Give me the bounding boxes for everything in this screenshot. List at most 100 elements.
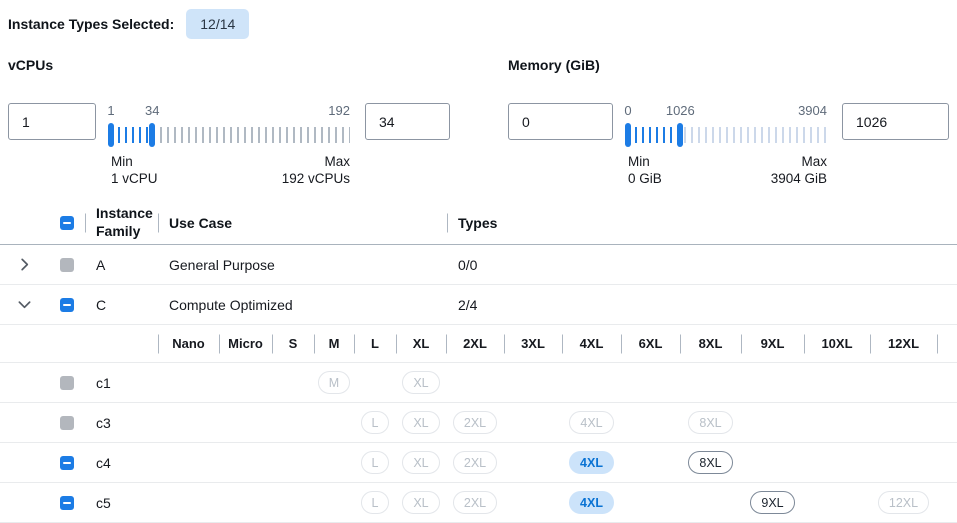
size-pill-c3-xl: XL xyxy=(402,411,440,434)
expand-icon[interactable] xyxy=(0,245,48,284)
row-checkbox-disabled xyxy=(59,375,74,390)
size-column-header-l: L xyxy=(354,325,396,362)
selected-count-label: Instance Types Selected: xyxy=(8,16,175,32)
header-use-case: Use Case xyxy=(158,201,447,244)
instance-type-row-c4: c4 L XL 2XL 4XL 8XL xyxy=(0,443,957,483)
size-cell-3xl xyxy=(504,363,562,402)
size-cell-8xl xyxy=(680,483,741,522)
instance-type-row-c1: c1 M XL xyxy=(0,363,957,403)
spacer xyxy=(0,363,48,402)
size-pill-c3-l: L xyxy=(360,411,390,434)
size-cell-12xl xyxy=(870,403,937,442)
collapse-icon[interactable] xyxy=(0,285,48,324)
spacer xyxy=(0,403,48,442)
size-column-header-9xl: 9XL xyxy=(741,325,804,362)
instance-type-name: c5 xyxy=(96,494,111,511)
select-all-checkbox[interactable] xyxy=(59,215,74,230)
size-pill-c5-12xl: 12XL xyxy=(877,491,930,514)
size-pill-c5-2xl: 2XL xyxy=(452,491,498,514)
size-column-header-3xl: 3XL xyxy=(504,325,562,362)
memory-slider-captions: Min 0 GiB Max 3904 GiB xyxy=(628,153,827,187)
size-columns-header: Nano Micro S M L XL 2XL 3XL 4XL 6XL 8XL 9XL 10XL 12XL xyxy=(0,325,957,363)
size-pill-c5-4xl[interactable]: 4XL xyxy=(569,491,614,514)
vcpu-range-slider[interactable]: 1 34 192 Min 1 vCPU Max xyxy=(107,103,350,187)
vcpu-min-label: Min xyxy=(111,154,133,169)
size-pill-c4-4xl[interactable]: 4XL xyxy=(569,451,614,474)
size-cell-micro xyxy=(219,363,272,402)
vcpu-max-input[interactable] xyxy=(365,103,450,140)
family-name: A xyxy=(96,256,106,273)
vcpu-slider-handle-high[interactable] xyxy=(149,123,156,147)
size-column-header-m: M xyxy=(314,325,354,362)
row-checkbox-indeterminate[interactable] xyxy=(59,297,74,312)
size-cell-3xl xyxy=(504,403,562,442)
memory-slider-track[interactable] xyxy=(625,123,827,147)
size-pill-c5-9xl[interactable]: 9XL xyxy=(750,491,795,514)
memory-slider-handle-high[interactable] xyxy=(677,123,684,147)
size-column-header-10xl: 10XL xyxy=(804,325,870,362)
memory-max-input[interactable] xyxy=(842,103,949,140)
instance-type-row-c5: c5 L XL 2XL 4XL 9XL 12XL xyxy=(0,483,957,523)
size-cell-micro xyxy=(219,483,272,522)
row-checkbox-disabled xyxy=(59,415,74,430)
vcpu-scale-low: 1 xyxy=(107,103,115,118)
size-cell-10xl xyxy=(804,403,870,442)
vcpu-min-caption: 1 vCPU xyxy=(111,171,158,186)
memory-filter-title: Memory (GiB) xyxy=(508,57,600,73)
vcpu-max-label: Max xyxy=(324,154,350,169)
size-cell-6xl xyxy=(621,363,680,402)
row-checkbox-indeterminate[interactable] xyxy=(59,495,74,510)
size-column-header-6xl: 6XL xyxy=(621,325,680,362)
size-columns-end xyxy=(937,325,957,362)
size-cell-4xl xyxy=(562,363,621,402)
size-cell-8xl xyxy=(680,363,741,402)
size-pill-c1-xl: XL xyxy=(402,371,440,394)
memory-range-slider[interactable]: 0 1026 3904 Min 0 GiB Max xyxy=(624,103,827,187)
size-pill-c4-2xl: 2XL xyxy=(452,451,498,474)
size-pill-c4-8xl[interactable]: 8XL xyxy=(688,451,733,474)
size-cell-9xl: 9XL xyxy=(741,483,804,522)
size-cell-10xl xyxy=(804,363,870,402)
size-pill-c3-4xl: 4XL xyxy=(569,411,614,434)
use-case: General Purpose xyxy=(169,256,275,273)
memory-slider-selected-range xyxy=(628,127,681,143)
vcpu-slider-track[interactable] xyxy=(108,123,350,147)
size-cell-6xl xyxy=(621,443,680,482)
vcpu-slider-ticks xyxy=(111,127,350,143)
header-checkbox-cell xyxy=(48,201,85,244)
size-cell-s xyxy=(272,403,314,442)
size-cell-s xyxy=(272,363,314,402)
memory-min-input[interactable] xyxy=(508,103,613,140)
vcpu-slider-handle-low[interactable] xyxy=(108,123,114,147)
vcpu-slider-captions: Min 1 vCPU Max 192 vCPUs xyxy=(111,153,350,187)
size-cell-nano xyxy=(158,363,219,402)
row-checkbox-indeterminate[interactable] xyxy=(59,455,74,470)
size-column-header-s: S xyxy=(272,325,314,362)
table-header-row: Instance Family Use Case Types xyxy=(0,201,957,245)
size-cell-12xl xyxy=(870,443,937,482)
selection-summary: Instance Types Selected: 12/14 xyxy=(8,7,957,41)
size-cell-6xl xyxy=(621,483,680,522)
size-cell-8xl: 8XL xyxy=(680,403,741,442)
spacer xyxy=(48,325,85,362)
size-pill-c4-l: L xyxy=(360,451,390,474)
size-cell-s xyxy=(272,483,314,522)
size-pill-c4-xl: XL xyxy=(402,451,440,474)
size-cell-2xl xyxy=(446,363,504,402)
row-end xyxy=(937,363,957,402)
size-cell-nano xyxy=(158,443,219,482)
spacer xyxy=(0,483,48,522)
vcpu-scale: 1 34 192 xyxy=(107,103,350,120)
vcpu-min-input[interactable] xyxy=(8,103,96,140)
size-cell-nano xyxy=(158,403,219,442)
vcpu-filter: vCPUs 1 34 192 Min 1 vCPU xyxy=(8,57,450,187)
vcpu-scale-max: 192 xyxy=(328,103,350,118)
use-case: Compute Optimized xyxy=(169,296,293,313)
memory-slider-handle-low[interactable] xyxy=(625,123,631,147)
memory-min-caption: 0 GiB xyxy=(628,171,662,186)
instance-type-name: c4 xyxy=(96,454,111,471)
memory-scale-low: 0 xyxy=(624,103,632,118)
size-column-header-micro: Micro xyxy=(219,325,272,362)
size-cell-xl: XL xyxy=(396,403,446,442)
instance-type-name: c1 xyxy=(96,374,111,391)
